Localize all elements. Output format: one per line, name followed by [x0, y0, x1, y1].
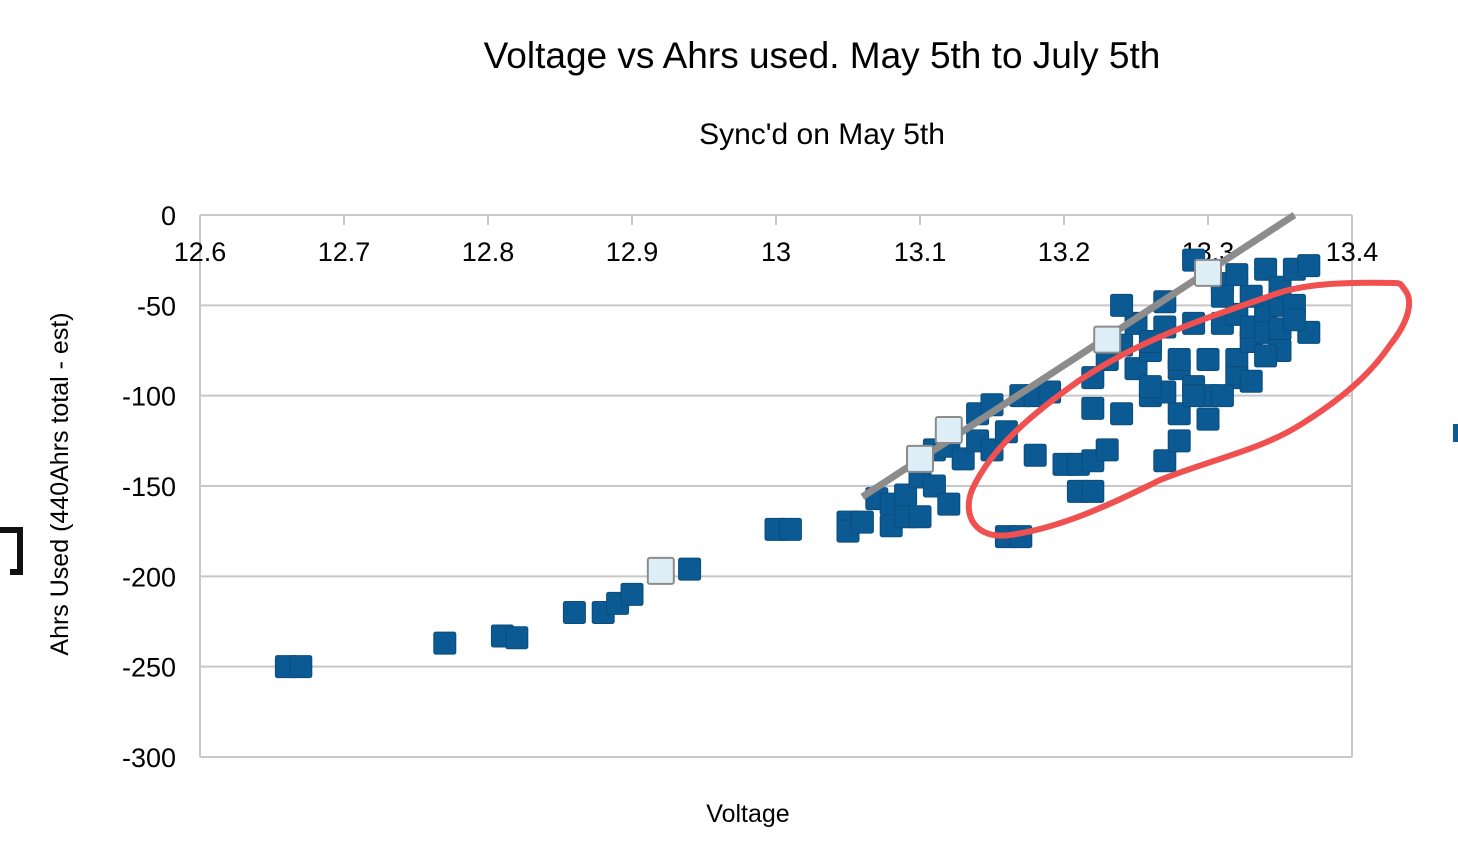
data-points: [274, 248, 1321, 679]
data-point: [1167, 429, 1191, 453]
chart-subtitle: Sync'd on May 5th: [699, 118, 945, 151]
data-point: [1023, 443, 1047, 467]
chart-title: Voltage vs Ahrs used. May 5th to July 5t…: [484, 35, 1161, 76]
highlight-point: [1194, 258, 1222, 287]
data-point: [1081, 396, 1105, 420]
x-tick-label: 13: [761, 237, 791, 267]
data-point: [1196, 348, 1220, 372]
trendline-layer: [860, 212, 1297, 500]
data-point: [1124, 357, 1148, 381]
data-point: [1254, 344, 1278, 368]
data-point: [922, 474, 946, 498]
data-point: [1138, 375, 1162, 399]
data-point: [1196, 407, 1220, 431]
x-tick-label: 12.7: [318, 237, 371, 267]
x-axis-title: Voltage: [706, 800, 789, 828]
edge-artifact-left: [0, 527, 23, 575]
highlight-point: [906, 444, 934, 473]
data-point: [1182, 384, 1206, 408]
data-point: [1110, 293, 1134, 317]
y-tick-label: -150: [122, 472, 176, 502]
x-tick-label: 13.2: [1038, 237, 1091, 267]
data-point: [778, 517, 802, 541]
x-tick-label: 12.8: [462, 237, 515, 267]
data-point: [937, 492, 961, 516]
tick-labels: 0 -50 -100 -150 -200 -250 -300 12.6 12.7 12.8 12.9…: [122, 201, 1378, 773]
data-point: [850, 510, 874, 534]
data-point: [951, 447, 975, 471]
data-point: [1110, 402, 1134, 426]
x-tick-label: 13.4: [1326, 237, 1379, 267]
data-point: [562, 600, 586, 624]
data-point: [1210, 284, 1234, 308]
data-point: [1282, 308, 1306, 332]
x-tick-label: 12.9: [606, 237, 659, 267]
data-point: [289, 655, 313, 679]
data-point: [1297, 254, 1321, 278]
data-point: [1095, 438, 1119, 462]
data-point: [1225, 263, 1249, 287]
y-tick-label: -300: [122, 743, 176, 773]
data-point: [1167, 402, 1191, 426]
edge-artifact-right: [1453, 424, 1458, 442]
data-point: [908, 505, 932, 529]
data-point: [620, 582, 644, 606]
y-tick-label: -250: [122, 653, 176, 683]
data-point: [1254, 257, 1278, 281]
x-tick-label: 13.1: [894, 237, 947, 267]
trendline: [860, 212, 1297, 500]
axes: [199, 214, 1353, 757]
highlight-points: [646, 258, 1222, 585]
y-tick-label: -50: [137, 291, 176, 321]
data-point: [433, 631, 457, 655]
data-point: [678, 557, 702, 581]
data-point: [1081, 479, 1105, 503]
data-point: [1153, 449, 1177, 473]
annotation-circle: [965, 279, 1413, 539]
x-tick-label: 12.6: [174, 237, 227, 267]
data-point: [1210, 384, 1234, 408]
highlight-point: [1093, 325, 1122, 354]
data-point: [1167, 348, 1191, 372]
highlight-point: [934, 415, 963, 444]
data-point: [505, 626, 529, 650]
highlight-point: [646, 556, 675, 585]
y-tick-label: -100: [122, 382, 176, 412]
y-tick-label: 0: [161, 201, 176, 231]
data-point: [1239, 369, 1263, 393]
y-tick-label: -200: [122, 562, 176, 592]
y-axis-title: Ahrs Used (440Ahrs total - est): [46, 312, 74, 655]
